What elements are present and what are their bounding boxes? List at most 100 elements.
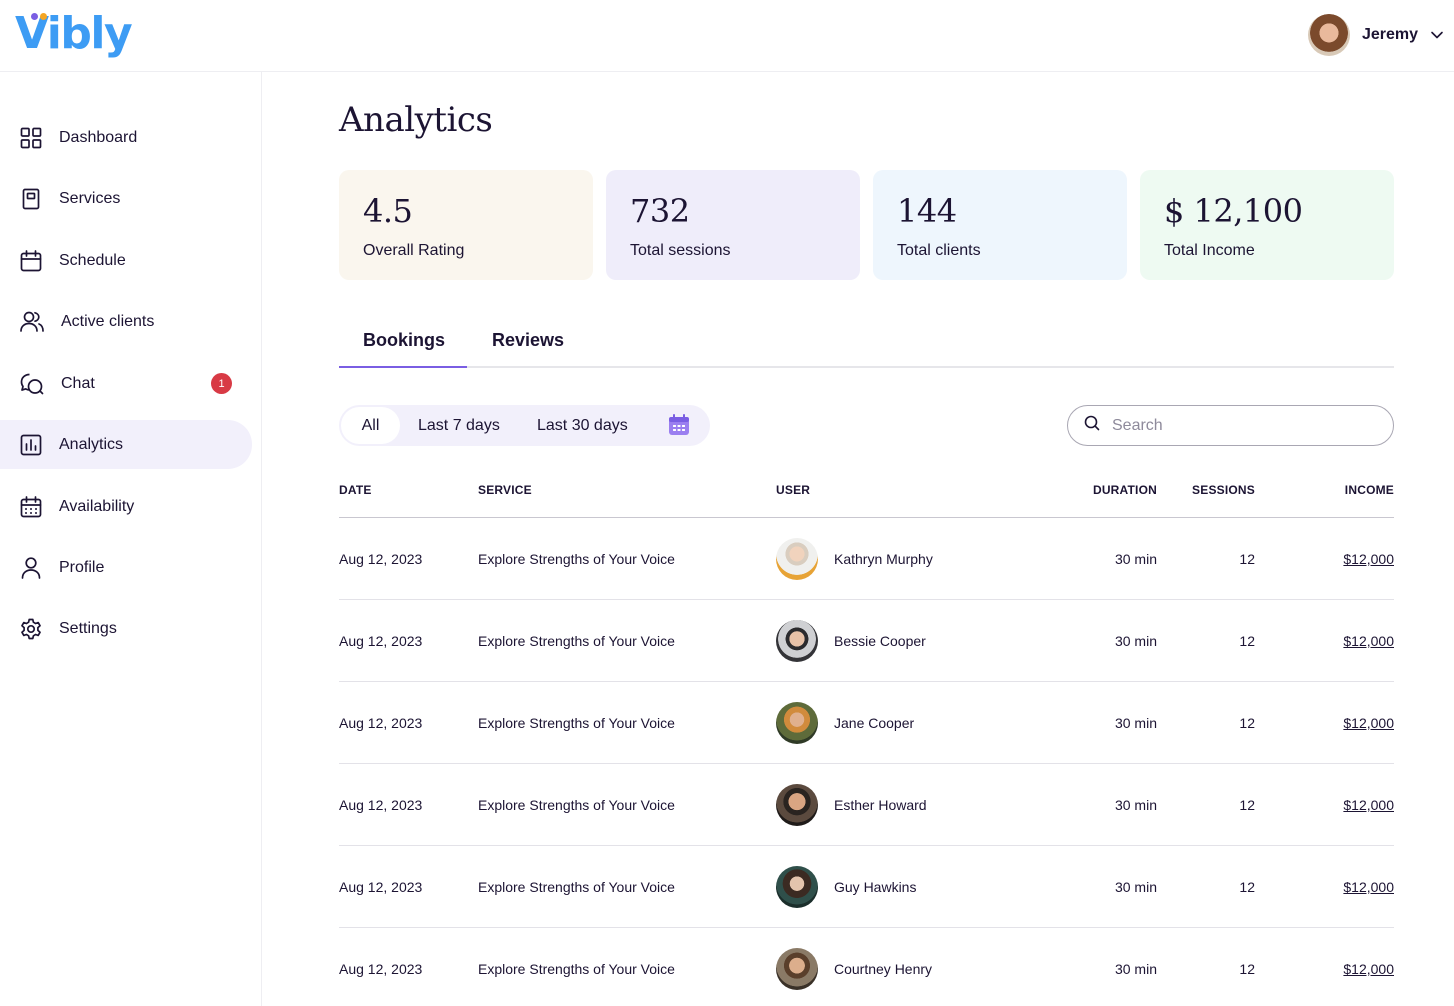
chevron-down-icon[interactable] xyxy=(1430,28,1444,42)
stat-card-clients: 144 Total clients xyxy=(873,170,1127,280)
stat-label: Total sessions xyxy=(630,242,731,259)
table-row[interactable]: Aug 12, 2023 Explore Strengths of Your V… xyxy=(339,846,1394,928)
cell-sessions: 12 xyxy=(1239,961,1255,977)
cell-date: Aug 12, 2023 xyxy=(339,961,423,977)
table-header: DATE SERVICE USER DURATION SESSIONS INCO… xyxy=(339,470,1394,518)
sidebar-item-label: Profile xyxy=(59,558,105,576)
cell-income-link[interactable]: $12,000 xyxy=(1343,797,1394,813)
cell-duration: 30 min xyxy=(1114,879,1157,895)
table-row[interactable]: Aug 12, 2023 Explore Strengths of Your V… xyxy=(339,682,1394,764)
sidebar: Dashboard Services Schedule Active clien… xyxy=(0,72,262,1006)
column-header-user[interactable]: USER xyxy=(776,483,811,497)
cell-date: Aug 12, 2023 xyxy=(339,551,423,567)
stat-value: 144 xyxy=(897,192,957,230)
filter-all[interactable]: All xyxy=(341,407,400,444)
cell-user: Guy Hawkins xyxy=(834,879,917,895)
avatar xyxy=(776,702,818,744)
chat-icon xyxy=(20,373,44,395)
cell-date: Aug 12, 2023 xyxy=(339,633,423,649)
cell-sessions: 12 xyxy=(1239,633,1255,649)
cell-user: Jane Cooper xyxy=(834,715,915,731)
cell-duration: 30 min xyxy=(1114,961,1157,977)
avatar xyxy=(776,620,818,662)
gear-icon xyxy=(20,618,42,640)
avatar xyxy=(776,866,818,908)
cell-income-link[interactable]: $12,000 xyxy=(1343,961,1394,977)
cell-user: Esther Howard xyxy=(834,797,927,813)
cell-sessions: 12 xyxy=(1239,797,1255,813)
cell-service: Explore Strengths of Your Voice xyxy=(478,715,675,731)
stat-label: Total Income xyxy=(1164,242,1255,259)
cell-service: Explore Strengths of Your Voice xyxy=(478,879,675,895)
cell-income-link[interactable]: $12,000 xyxy=(1343,715,1394,731)
cell-service: Explore Strengths of Your Voice xyxy=(478,797,675,813)
stat-value: 732 xyxy=(630,192,690,230)
column-header-date[interactable]: DATE xyxy=(339,483,372,497)
sidebar-item-chat[interactable]: Chat 1 xyxy=(0,359,252,408)
user-menu[interactable]: Jeremy xyxy=(1307,14,1444,56)
sidebar-item-label: Schedule xyxy=(59,251,126,269)
logo-dot xyxy=(40,13,47,20)
logo-dot xyxy=(31,13,38,20)
column-header-service[interactable]: SERVICE xyxy=(478,483,532,497)
column-header-sessions[interactable]: SESSIONS xyxy=(1192,483,1255,497)
stat-card-sessions: 732 Total sessions xyxy=(606,170,860,280)
cell-income-link[interactable]: $12,000 xyxy=(1343,633,1394,649)
cell-user: Courtney Henry xyxy=(834,961,933,977)
table-row[interactable]: Aug 12, 2023 Explore Strengths of Your V… xyxy=(339,764,1394,846)
cell-duration: 30 min xyxy=(1114,633,1157,649)
sidebar-item-label: Availability xyxy=(59,497,135,515)
table-row[interactable]: Aug 12, 2023 Explore Strengths of Your V… xyxy=(339,928,1394,1006)
column-header-duration[interactable]: DURATION xyxy=(1092,483,1157,497)
sidebar-item-label: Settings xyxy=(59,619,117,637)
sidebar-item-label: Analytics xyxy=(59,435,124,453)
cell-sessions: 12 xyxy=(1239,715,1255,731)
avatar xyxy=(776,538,818,580)
filter-last-7-days[interactable]: Last 7 days xyxy=(418,416,500,434)
bookings-table: DATE SERVICE USER DURATION SESSIONS INCO… xyxy=(339,470,1394,1006)
sidebar-item-schedule[interactable]: Schedule xyxy=(0,236,252,285)
document-icon xyxy=(20,188,42,210)
table-row[interactable]: Aug 12, 2023 Explore Strengths of Your V… xyxy=(339,600,1394,682)
cell-income-link[interactable]: $12,000 xyxy=(1343,551,1394,567)
active-tab-indicator xyxy=(339,366,467,368)
sidebar-item-settings[interactable]: Settings xyxy=(0,604,252,653)
cell-user: Kathryn Murphy xyxy=(834,551,933,567)
sidebar-item-availability[interactable]: Availability xyxy=(0,482,252,531)
stat-value: $ 12,100 xyxy=(1164,192,1303,230)
user-avatar xyxy=(1307,14,1350,56)
cell-service: Explore Strengths of Your Voice xyxy=(478,551,675,567)
sidebar-item-active-clients[interactable]: Active clients xyxy=(0,297,252,346)
calendar-icon xyxy=(20,249,42,272)
cell-duration: 30 min xyxy=(1114,715,1157,731)
grid-icon xyxy=(20,127,42,149)
cell-income-link[interactable]: $12,000 xyxy=(1343,879,1394,895)
calendar-icon[interactable] xyxy=(668,414,690,441)
sidebar-item-analytics[interactable]: Analytics xyxy=(0,420,252,469)
user-icon xyxy=(20,556,42,579)
sidebar-item-services[interactable]: Services xyxy=(0,174,252,223)
avatar xyxy=(776,948,818,990)
table-row[interactable]: Aug 12, 2023 Explore Strengths of Your V… xyxy=(339,518,1394,600)
top-bar: Vibly Jeremy xyxy=(0,0,1454,72)
search-field[interactable] xyxy=(1067,405,1394,446)
date-filter-group: All Last 7 days Last 30 days xyxy=(339,405,710,446)
cell-user: Bessie Cooper xyxy=(834,633,926,649)
cell-service: Explore Strengths of Your Voice xyxy=(478,961,675,977)
stat-label: Overall Rating xyxy=(363,242,465,259)
sidebar-item-label: Services xyxy=(59,189,121,207)
column-header-income[interactable]: INCOME xyxy=(1344,483,1394,497)
search-input[interactable] xyxy=(1112,416,1362,435)
sidebar-item-profile[interactable]: Profile xyxy=(0,543,252,592)
filter-last-30-days[interactable]: Last 30 days xyxy=(537,416,628,434)
stat-card-rating: 4.5 Overall Rating xyxy=(339,170,593,280)
search-icon xyxy=(1084,415,1100,436)
vibly-logo[interactable]: Vibly xyxy=(15,8,133,60)
sidebar-item-dashboard[interactable]: Dashboard xyxy=(0,113,252,162)
cell-date: Aug 12, 2023 xyxy=(339,879,423,895)
user-name: Jeremy xyxy=(1361,26,1418,43)
sidebar-item-label: Chat xyxy=(61,374,95,392)
users-icon xyxy=(20,311,44,333)
tab-bookings[interactable]: Bookings xyxy=(363,330,446,350)
tab-reviews[interactable]: Reviews xyxy=(492,330,565,350)
